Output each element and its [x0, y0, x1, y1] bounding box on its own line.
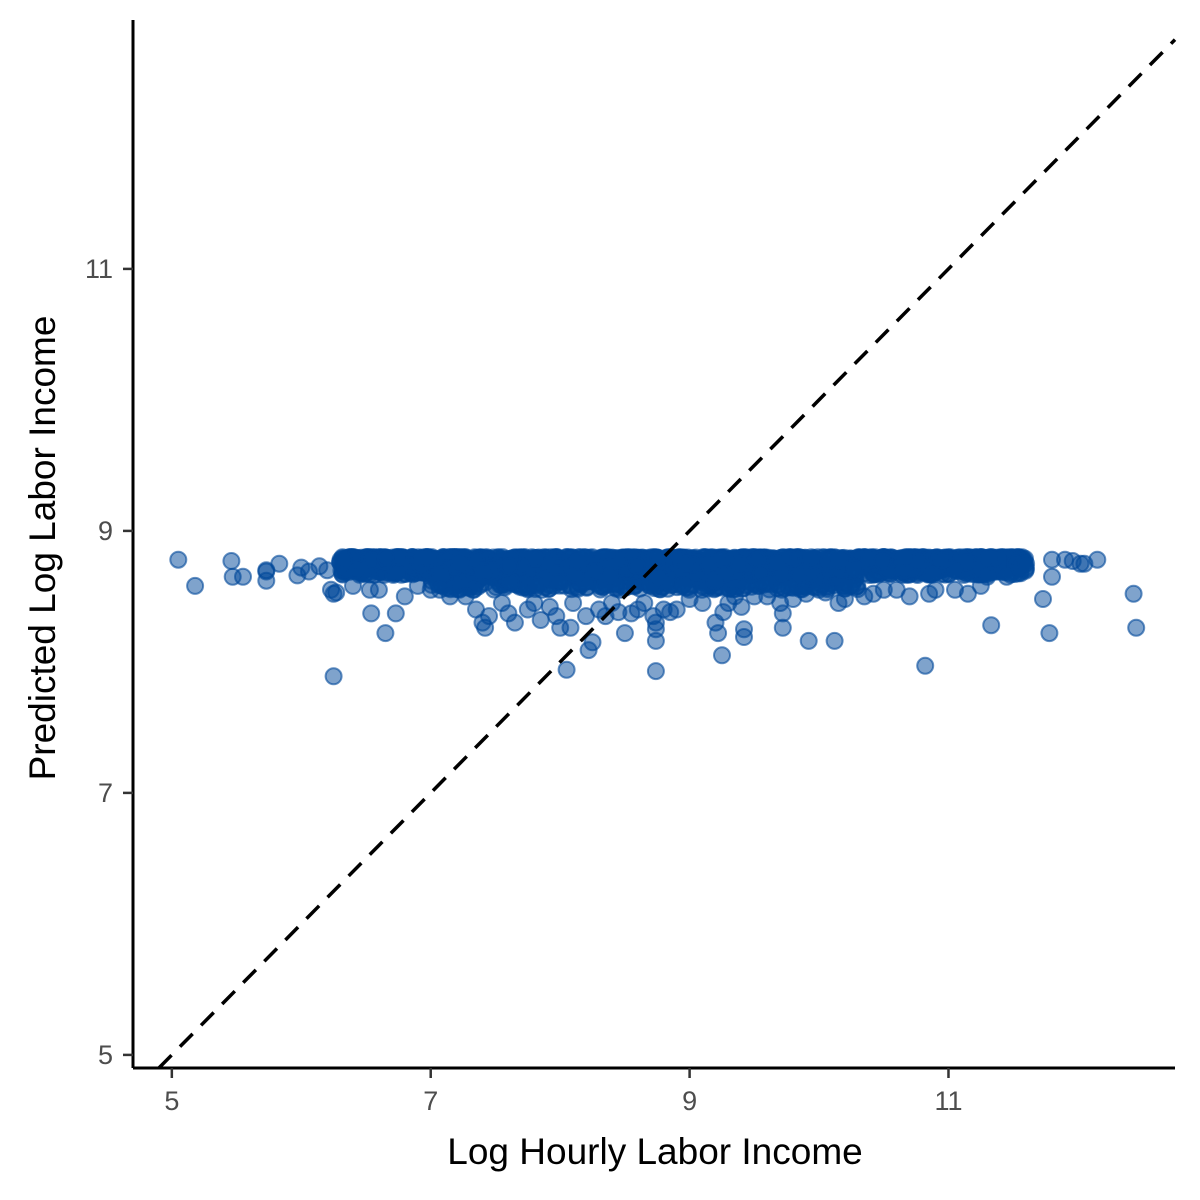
data-point — [646, 631, 665, 650]
band-point — [705, 571, 724, 590]
band-point — [527, 576, 546, 595]
y-axis-ticks: 5 7 9 11 — [85, 254, 133, 1070]
band-point — [802, 548, 821, 567]
data-point — [557, 660, 576, 679]
data-point — [615, 624, 634, 643]
data-point — [327, 583, 346, 602]
band-point — [627, 556, 646, 575]
data-point — [186, 576, 205, 595]
identity-reference-line — [157, 38, 1177, 1070]
x-tick-label: 7 — [423, 1086, 438, 1116]
band-point — [830, 551, 849, 570]
band-point — [932, 551, 951, 570]
band-point — [585, 562, 604, 581]
y-tick-label: 9 — [98, 516, 113, 546]
data-point — [362, 604, 381, 623]
band-point — [525, 549, 544, 568]
band-point — [647, 568, 666, 587]
data-point — [1017, 554, 1036, 573]
band-point — [677, 554, 696, 573]
data-point — [1088, 550, 1107, 569]
data-point — [799, 631, 818, 650]
data-point — [997, 567, 1016, 586]
data-point — [709, 624, 728, 643]
y-tick-label: 11 — [85, 254, 113, 284]
data-point — [395, 587, 414, 606]
band-point — [420, 548, 439, 567]
band-point — [957, 553, 976, 572]
data-point — [978, 567, 997, 586]
data-point — [480, 607, 498, 626]
band-point — [767, 554, 786, 573]
band-point — [600, 566, 619, 585]
data-point — [667, 600, 686, 619]
band-point — [698, 554, 717, 572]
band-point — [845, 559, 864, 578]
data-point — [234, 567, 252, 586]
data-point — [1124, 584, 1143, 603]
data-point — [926, 580, 945, 599]
data-point — [825, 631, 844, 650]
data-point — [525, 594, 544, 612]
band-point — [979, 548, 998, 567]
band-point — [568, 552, 587, 571]
data-point — [505, 613, 524, 632]
data-point — [270, 554, 289, 573]
data-point — [900, 587, 919, 606]
data-point — [735, 628, 753, 646]
band-point — [431, 565, 450, 584]
band-point — [376, 548, 395, 567]
data-point — [732, 597, 751, 616]
data-point — [646, 662, 665, 681]
y-axis-title: Predicted Log Labor Income — [22, 316, 63, 781]
band-point — [873, 552, 892, 571]
x-tick-label: 9 — [682, 1086, 697, 1116]
data-point — [376, 624, 395, 643]
data-point — [635, 594, 654, 612]
data-point — [344, 576, 362, 595]
data-point — [369, 580, 388, 599]
data-point — [169, 550, 188, 569]
y-tick-label: 5 — [98, 1040, 113, 1070]
data-point — [561, 618, 580, 637]
data-point — [386, 604, 405, 623]
x-tick-label: 11 — [934, 1086, 962, 1116]
band-point — [894, 548, 913, 567]
data-point — [1040, 624, 1059, 643]
band-point — [923, 565, 942, 584]
x-axis-ticks: 5 7 9 11 — [164, 1068, 962, 1116]
x-tick-label: 5 — [164, 1086, 179, 1116]
data-point — [958, 584, 977, 603]
data-point — [1043, 567, 1061, 586]
data-point — [564, 594, 583, 612]
data-point — [916, 656, 935, 675]
data-point — [324, 667, 343, 686]
points-layer — [169, 548, 1146, 686]
y-tick-label: 7 — [98, 778, 113, 808]
data-point — [318, 561, 337, 580]
data-point — [1034, 590, 1052, 608]
x-axis-title: Log Hourly Labor Income — [447, 1131, 862, 1172]
data-point — [816, 583, 835, 602]
data-point — [441, 587, 460, 606]
band-point — [549, 573, 568, 592]
data-point — [835, 590, 854, 608]
data-point — [1127, 618, 1146, 637]
data-point — [982, 616, 1001, 635]
band-point — [500, 557, 519, 575]
band-point — [450, 554, 469, 573]
data-point — [335, 550, 353, 569]
data-point — [222, 552, 241, 570]
band-point — [649, 548, 668, 567]
data-point — [583, 633, 602, 652]
band-point — [730, 554, 749, 573]
data-point — [693, 594, 712, 612]
data-point — [456, 587, 475, 606]
data-point — [773, 618, 792, 637]
band-point — [474, 563, 493, 581]
data-point — [713, 646, 731, 665]
